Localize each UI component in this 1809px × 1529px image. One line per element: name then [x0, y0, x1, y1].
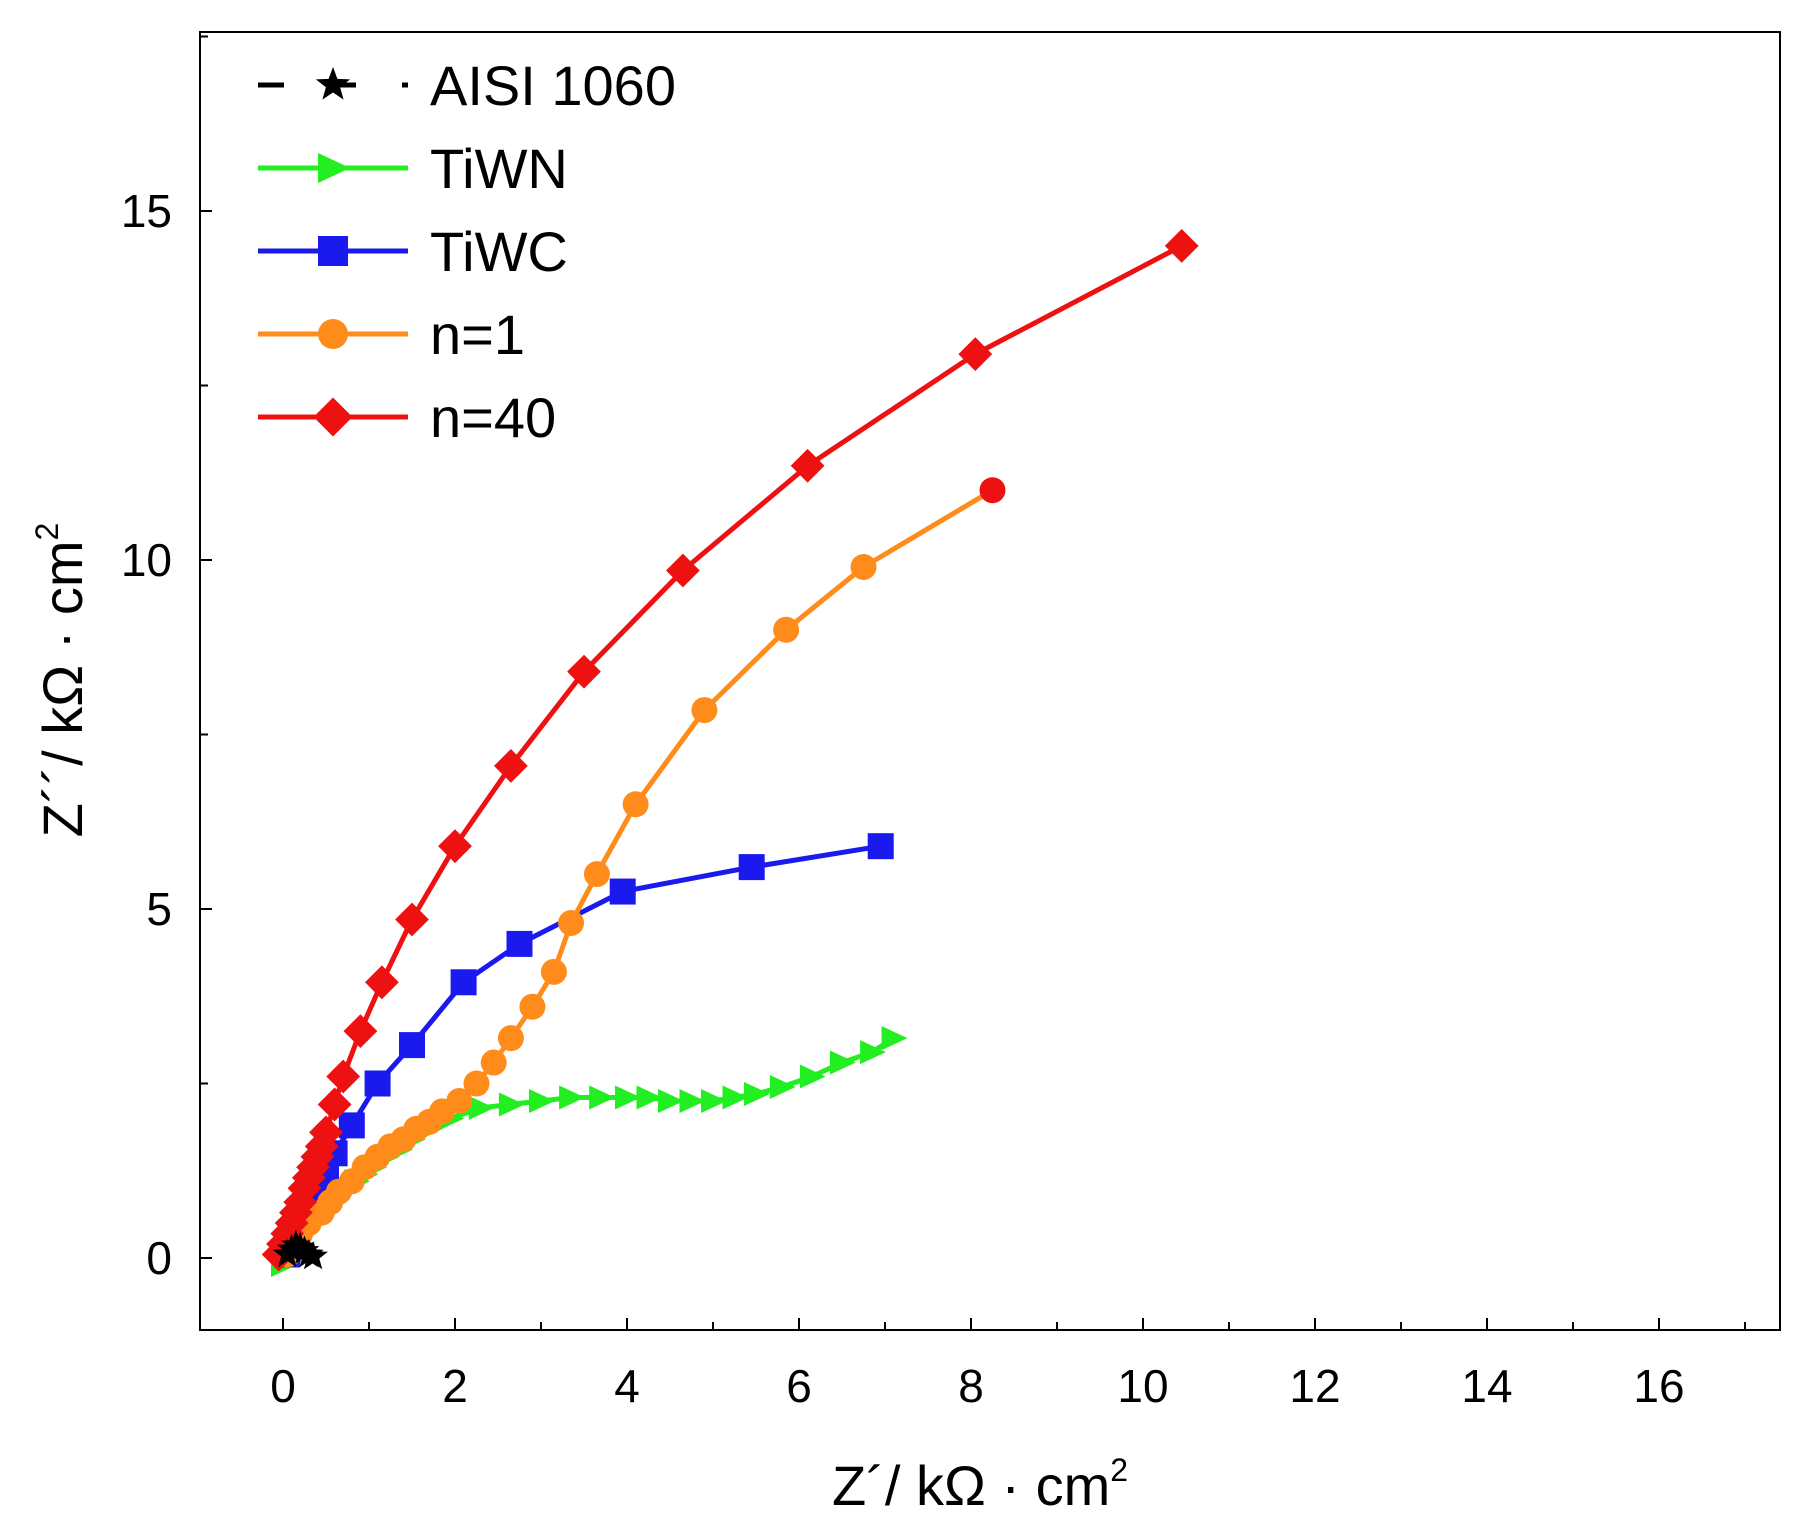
- data-point-tiwc: [399, 1032, 425, 1059]
- data-point-n-1: [850, 553, 877, 580]
- data-point-tiwn: [468, 1095, 495, 1120]
- legend-marker-tiwc: [318, 236, 348, 266]
- series-aisi-1060: [272, 1229, 328, 1270]
- data-point-n-1: [540, 958, 567, 985]
- data-point-n-1: [773, 616, 800, 643]
- data-point-tiwn: [881, 1026, 908, 1051]
- data-point-tiwc: [338, 1112, 365, 1139]
- data-point-tiwc: [609, 878, 636, 905]
- legend: AISI 1060 TiWN TiWC n=1 n=40: [258, 54, 676, 449]
- data-point-tiwn: [701, 1088, 727, 1113]
- data-point-tiwn: [615, 1085, 641, 1110]
- x-tick-label: 16: [1633, 1360, 1684, 1412]
- data-point-n-40: [283, 1185, 318, 1220]
- data-point-n-40: [790, 448, 825, 483]
- legend-marker-n-1: [318, 319, 348, 349]
- x-axis-title: Z´/ kΩ · cm2: [832, 1452, 1128, 1517]
- y-tick-label: 10: [121, 534, 172, 586]
- data-point-n-1: [446, 1087, 473, 1114]
- data-point-tiwc: [364, 1070, 391, 1097]
- legend-label-tiwc: TiWC: [430, 220, 568, 283]
- data-point-tiwc: [738, 854, 765, 881]
- data-point-n-40: [494, 749, 528, 783]
- data-point-tiwn: [658, 1088, 684, 1113]
- data-point-n-1: [979, 477, 1006, 504]
- data-point-n-1: [691, 697, 718, 724]
- y-axis-title: Z´´/ kΩ · cm2: [29, 523, 94, 838]
- data-point-n-40: [343, 1014, 378, 1049]
- data-point-n-1: [497, 1025, 524, 1052]
- x-tick-label: 8: [958, 1360, 984, 1412]
- x-tick-label: 12: [1289, 1360, 1340, 1412]
- data-point-n-40: [395, 902, 429, 937]
- x-tick-label: 6: [786, 1360, 812, 1412]
- data-point-tiwn: [636, 1085, 663, 1110]
- series-n-1: [274, 477, 1006, 1268]
- legend-item-aisi-1060: AISI 1060: [258, 54, 676, 117]
- data-point-n-40: [326, 1059, 361, 1094]
- x-tick-label: 4: [614, 1360, 640, 1412]
- y-tick-label: 5: [146, 883, 172, 935]
- x-tick-label: 2: [442, 1360, 468, 1412]
- data-point-n-1: [583, 861, 610, 888]
- data-point-tiwn: [679, 1088, 706, 1113]
- legend-marker-n-40: [313, 397, 353, 437]
- y-tick-label: 15: [121, 185, 172, 237]
- legend-label-n-40: n=40: [430, 386, 556, 449]
- data-point-n-40: [666, 553, 700, 588]
- legend-item-tiwc: TiWC: [258, 220, 568, 283]
- plot-frame: [199, 31, 1781, 1331]
- data-point-n-40: [317, 1087, 352, 1122]
- data-point-n-40: [1164, 229, 1199, 263]
- legend-label-n-1: n=1: [430, 303, 525, 366]
- data-point-tiwn: [559, 1085, 585, 1110]
- data-point-tiwc: [506, 930, 533, 957]
- x-tick-label: 10: [1117, 1360, 1168, 1412]
- series-n-40: [261, 229, 1199, 1272]
- data-point-n-1: [558, 909, 585, 936]
- data-point-n-1: [622, 791, 649, 818]
- data-point-tiwn: [830, 1050, 856, 1075]
- data-point-n-40: [309, 1115, 343, 1150]
- data-point-tiwc: [867, 833, 894, 860]
- x-tick-label: 0: [270, 1360, 296, 1412]
- data-point-tiwc: [450, 969, 477, 996]
- data-point-tiwn: [498, 1092, 525, 1117]
- legend-label-aisi-1060: AISI 1060: [430, 54, 676, 117]
- data-point-n-1: [480, 1049, 507, 1076]
- series-layer: [261, 229, 1199, 1277]
- data-point-tiwn: [589, 1085, 615, 1110]
- data-point-n-1: [519, 993, 546, 1020]
- data-point-tiwn: [529, 1088, 555, 1113]
- x-tick-label: 14: [1461, 1360, 1512, 1412]
- legend-marker-tiwn: [318, 153, 351, 183]
- axes-layer: 0 2 4 6 8 10 12 14 16 0 5 10 15: [121, 31, 1781, 1412]
- data-point-tiwn: [769, 1074, 796, 1099]
- data-point-tiwn: [722, 1085, 749, 1110]
- series-line-tiwc: [284, 843, 882, 1256]
- data-point-tiwn: [860, 1040, 886, 1065]
- y-tick-label: 0: [146, 1232, 172, 1284]
- data-point-n-40: [365, 965, 399, 1000]
- legend-item-tiwn: TiWN: [258, 137, 568, 200]
- legend-item-n-40: n=40: [258, 386, 556, 449]
- data-point-tiwn: [744, 1081, 770, 1106]
- legend-marker-aisi-1060: [315, 67, 351, 100]
- legend-label-tiwn: TiWN: [430, 137, 568, 200]
- data-point-n-40: [567, 654, 601, 689]
- data-point-n-40: [438, 829, 472, 864]
- data-point-n-40: [958, 337, 993, 371]
- legend-item-n-1: n=1: [258, 303, 525, 366]
- data-point-tiwn: [799, 1064, 826, 1089]
- data-point-n-1: [463, 1070, 490, 1097]
- data-point-aisi-1060: [298, 1241, 328, 1270]
